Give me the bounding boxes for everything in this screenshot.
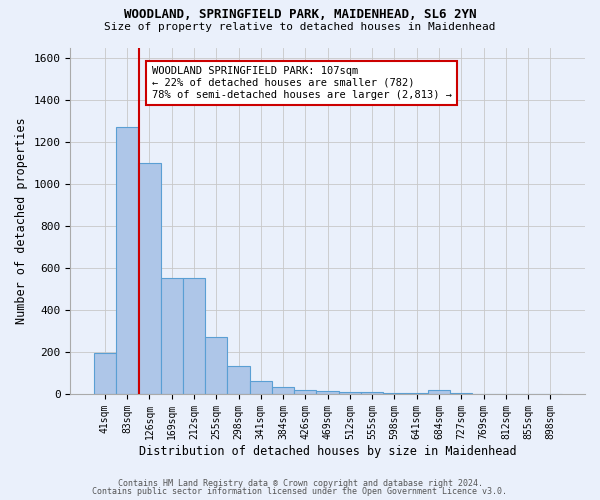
Bar (272, 387, 294, 394)
Text: WOODLAND SPRINGFIELD PARK: 107sqm
← 22% of detached houses are smaller (782)
78%: WOODLAND SPRINGFIELD PARK: 107sqm ← 22% … (152, 66, 452, 100)
Bar (361, 392, 383, 394)
Bar (161, 278, 183, 394)
Text: WOODLAND, SPRINGFIELD PARK, MAIDENHEAD, SL6 2YN: WOODLAND, SPRINGFIELD PARK, MAIDENHEAD, … (124, 8, 476, 20)
Text: Size of property relative to detached houses in Maidenhead: Size of property relative to detached ho… (104, 22, 496, 32)
Bar (116, 128, 138, 394)
Bar (183, 278, 205, 394)
Bar (383, 393, 406, 394)
Bar (205, 338, 227, 394)
Bar (227, 366, 250, 394)
Bar (316, 392, 339, 394)
Bar (428, 390, 450, 394)
Bar (250, 382, 272, 394)
Bar (339, 392, 361, 394)
Text: Contains public sector information licensed under the Open Government Licence v3: Contains public sector information licen… (92, 487, 508, 496)
Text: Contains HM Land Registry data ® Crown copyright and database right 2024.: Contains HM Land Registry data ® Crown c… (118, 478, 482, 488)
Bar (294, 390, 316, 394)
Bar (94, 353, 116, 394)
Bar (138, 163, 161, 394)
Y-axis label: Number of detached properties: Number of detached properties (15, 118, 28, 324)
X-axis label: Distribution of detached houses by size in Maidenhead: Distribution of detached houses by size … (139, 444, 517, 458)
